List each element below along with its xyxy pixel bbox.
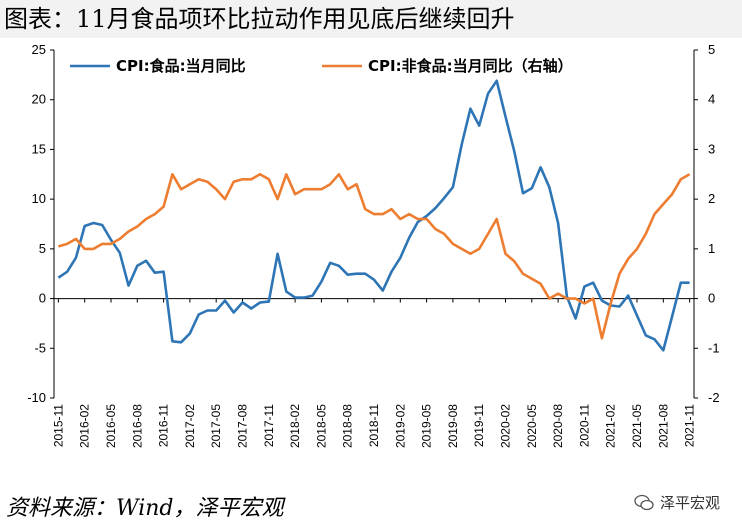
series-line-2	[58, 173, 691, 340]
x-tick-label: 2019-11	[472, 404, 486, 447]
y-right-tick-label: 5	[708, 42, 715, 57]
y-right-tick-label: 0	[708, 291, 715, 306]
y-right-tick-label: -1	[708, 340, 720, 355]
y-right-tick-label: -2	[708, 390, 720, 405]
x-tick-label: 2018-05	[314, 404, 328, 448]
x-tick-label: 2017-11	[262, 404, 276, 447]
x-tick-label: 2017-05	[209, 404, 223, 448]
y-right-tick-label: 4	[708, 92, 715, 107]
y-left-tick-label: 10	[32, 191, 46, 206]
x-tick-label: 2019-02	[393, 404, 407, 448]
watermark: 泽平宏观	[634, 492, 720, 513]
x-tick-label: 2016-05	[104, 404, 118, 448]
y-left-tick-label: 5	[39, 241, 46, 256]
x-tick-label: 2021-05	[630, 404, 644, 448]
x-tick-label: 2015-11	[51, 404, 65, 447]
y-right-tick-label: 2	[708, 191, 715, 206]
x-tick-label: 2017-02	[183, 404, 197, 448]
legend-label-1: CPI:食品:当月同比	[116, 57, 246, 75]
watermark-text: 泽平宏观	[659, 494, 720, 512]
x-tick-label: 2020-05	[525, 404, 539, 448]
y-left-tick-label: 20	[32, 92, 46, 107]
x-tick-label: 2019-05	[420, 404, 434, 448]
y-right-tick-label: 1	[708, 241, 715, 256]
x-tick-label: 2020-02	[499, 404, 513, 448]
x-tick-label: 2021-11	[683, 404, 697, 447]
x-tick-label: 2016-02	[78, 404, 92, 448]
series-line-1	[57, 79, 690, 352]
legend-label-2: CPI:非食品:当月同比（右轴）	[368, 57, 573, 75]
y-left-tick-label: 15	[32, 141, 46, 156]
x-tick-label: 2017-08	[235, 404, 249, 448]
x-tick-label: 2020-11	[577, 404, 591, 447]
x-tick-label: 2018-11	[367, 404, 381, 447]
y-left-tick-label: -10	[27, 390, 46, 405]
x-tick-label: 2021-02	[604, 404, 618, 448]
chart-title: 图表：11月食品项环比拉动作用见底后继续回升	[0, 0, 742, 38]
x-tick-label: 2019-08	[446, 404, 460, 448]
y-left-tick-label: 0	[39, 291, 46, 306]
x-tick-label: 2018-02	[288, 404, 302, 448]
source-note: 资料来源：Wind，泽平宏观	[6, 496, 284, 521]
x-tick-label: 2016-11	[157, 404, 171, 447]
y-right-tick-label: 3	[708, 141, 715, 156]
x-tick-label: 2016-08	[130, 404, 144, 448]
wechat-icon	[634, 494, 654, 510]
y-left-tick-label: -5	[34, 340, 46, 355]
y-left-tick-label: 25	[32, 42, 46, 57]
x-tick-label: 2021-08	[656, 404, 670, 448]
x-tick-label: 2018-08	[341, 404, 355, 448]
x-tick-label: 2020-08	[551, 404, 565, 448]
